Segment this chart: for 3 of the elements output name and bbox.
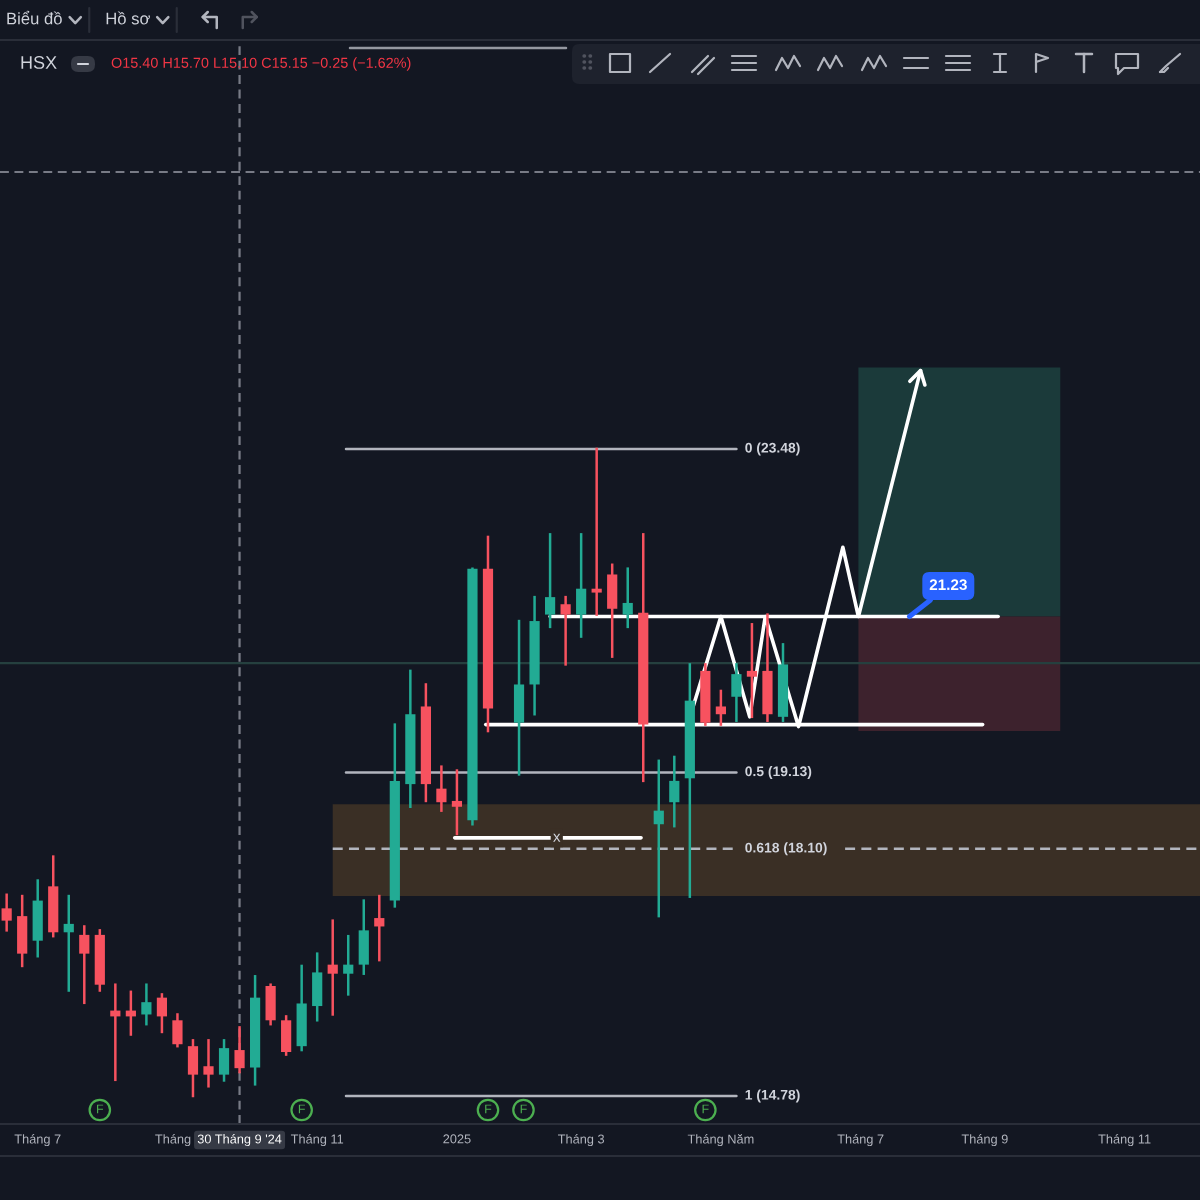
text: Biểu đồ	[7, 10, 62, 25]
chart-title: HSX	[21, 56, 57, 69]
text: Hồ sơ	[106, 11, 150, 25]
